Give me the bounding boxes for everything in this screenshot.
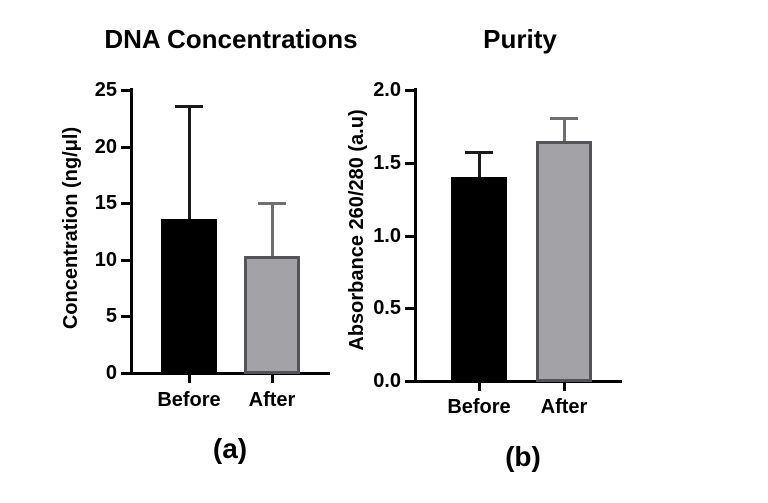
bar-after: [536, 140, 592, 382]
y-tick-label: 0.5: [373, 297, 401, 320]
y-tick: [405, 161, 414, 165]
category-label: Before: [447, 396, 511, 418]
panel-b-label: (b): [505, 441, 541, 472]
y-tick: [121, 145, 130, 149]
y-tick-label: 1.5: [373, 151, 401, 174]
error-bar: [270, 204, 274, 261]
bar-after: [244, 256, 300, 374]
y-tick: [405, 234, 414, 238]
category-label: After: [540, 396, 588, 418]
y-tick: [405, 307, 414, 311]
error-bar: [562, 119, 566, 145]
error-bar-cap: [175, 104, 203, 108]
bar-before: [161, 219, 217, 374]
y-tick-label: 25: [94, 79, 117, 101]
chart-a-x-axis-line: [130, 372, 330, 375]
error-bar-cap: [550, 117, 578, 121]
chart-a-y-axis-line: [130, 88, 133, 375]
y-tick-label: 2.0: [373, 79, 401, 101]
chart-b-x-axis-line: [414, 380, 622, 383]
error-bar-cap: [258, 202, 286, 206]
x-tick: [562, 383, 566, 391]
y-tick-label: 20: [94, 135, 117, 158]
category-label: Before: [157, 389, 221, 411]
y-tick-label: 1.0: [373, 224, 401, 247]
y-tick: [405, 380, 414, 383]
y-tick: [121, 315, 130, 319]
category-label: After: [248, 389, 296, 411]
error-bar: [477, 152, 481, 182]
x-tick: [270, 375, 274, 383]
y-tick-label: 5: [105, 305, 117, 328]
chart-b-title: Purity: [483, 24, 557, 54]
y-tick-label: 0.0: [373, 370, 401, 392]
y-tick-label: 0: [105, 362, 117, 384]
y-tick: [121, 258, 130, 262]
y-tick-label: 10: [94, 248, 117, 271]
chart-b-y-axis-line: [414, 88, 417, 383]
y-tick: [121, 372, 130, 375]
bar-before: [451, 177, 507, 382]
error-bar-cap: [465, 150, 493, 154]
x-tick: [187, 375, 191, 383]
y-tick: [121, 89, 130, 92]
x-tick: [477, 383, 481, 391]
y-tick: [405, 89, 414, 92]
chart-a-title: DNA Concentrations: [104, 24, 358, 54]
y-tick: [121, 202, 130, 206]
error-bar: [187, 106, 191, 224]
panel-a-label: (a): [212, 433, 248, 464]
y-tick-label: 15: [94, 192, 117, 215]
